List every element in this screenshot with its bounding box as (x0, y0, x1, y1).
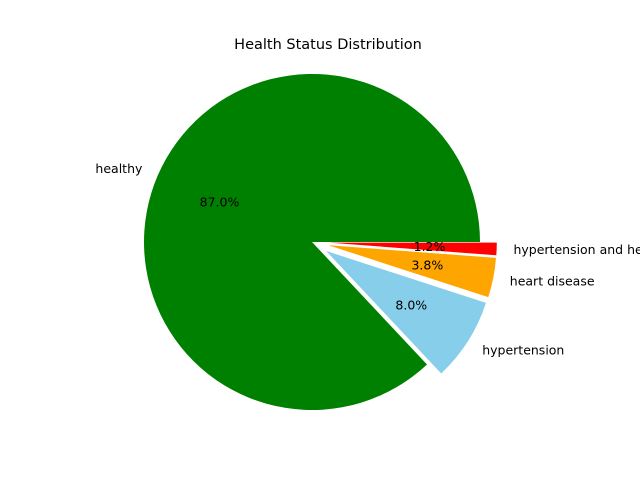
pie-slice-hypertension (326, 251, 486, 374)
pie-slice-heart-disease (328, 245, 497, 298)
pct-label-hypertension: 8.0% (395, 298, 427, 313)
slice-label-hypertension: hypertension (482, 343, 564, 358)
pct-label-hypertension-and-heart-disease: 1.2% (414, 239, 446, 254)
pct-label-healthy: 87.0% (200, 194, 240, 209)
slice-label-healthy: healthy (95, 161, 143, 176)
pct-label-heart-disease: 3.8% (411, 257, 443, 272)
pie-slice-healthy (144, 73, 480, 411)
pie-slices (144, 73, 497, 411)
slice-label-heart-disease: heart disease (510, 274, 595, 289)
pie-slice-hypertension-and-heart-disease (328, 242, 497, 256)
slice-label-hypertension-and-heart-disease: hypertension and heart disease (513, 242, 640, 257)
chart-title: Health Status Distribution (234, 37, 422, 53)
pie-labels: healthy 87.0% hypertension 8.0% heart diseas… (95, 161, 640, 357)
